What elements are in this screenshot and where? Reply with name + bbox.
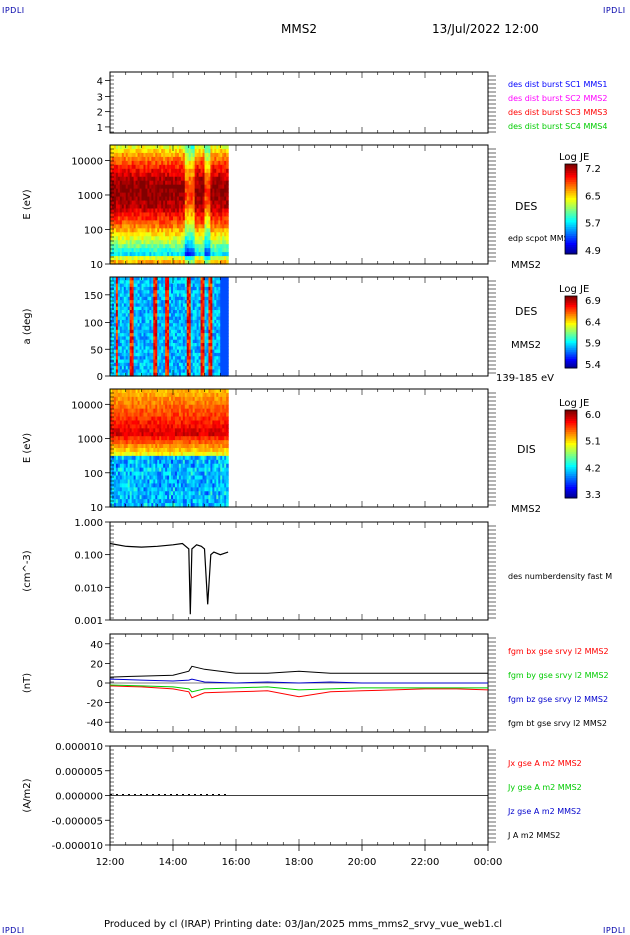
heatmap-cell xyxy=(226,224,229,229)
heatmap-cell xyxy=(226,232,229,237)
heatmap-cell xyxy=(226,244,229,249)
colorbar-tick-label: 6.4 xyxy=(585,317,601,328)
colorbar-tick-label: 5.7 xyxy=(585,219,601,230)
heatmap-cell xyxy=(226,228,229,233)
heatmap-cell xyxy=(226,149,229,154)
des-pitch-tick-label: 100 xyxy=(84,319,103,330)
burst-tick-label: 1 xyxy=(97,123,103,134)
colorbar-title: Log JE xyxy=(559,152,589,163)
heatmap-cell xyxy=(226,248,229,253)
des-energy-tick-label: 10000 xyxy=(71,156,103,167)
heatmap-cell xyxy=(226,212,229,217)
des-pitch-tick-label: 0 xyxy=(97,372,103,383)
legend-entry: des dist burst SC4 MMS4 xyxy=(508,122,607,131)
heatmap-cell xyxy=(226,181,229,186)
heatmap-cell xyxy=(226,197,229,202)
des-energy-sc-label: MMS2 xyxy=(511,260,541,271)
heatmap-cell xyxy=(226,252,229,257)
des-energy-colorbar xyxy=(565,164,577,255)
heatmap-cell xyxy=(226,177,229,182)
heatmap-cell xyxy=(226,205,229,210)
des-energy-instrument: DES xyxy=(515,200,537,213)
colorbar-tick-label: 5.9 xyxy=(585,339,601,350)
heatmap-cell xyxy=(226,201,229,206)
colorbar-tick-label: 5.4 xyxy=(585,360,601,371)
heatmap-cell xyxy=(226,216,229,221)
colorbar-tick-label: 4.9 xyxy=(585,246,601,257)
des-pitch-instrument: DES xyxy=(515,305,537,318)
colorbar-title: Log JE xyxy=(559,284,589,295)
panel-frame-0 xyxy=(110,72,488,133)
heatmap-cell xyxy=(226,185,229,190)
heatmap-cell xyxy=(226,208,229,213)
legend-entry: des dist burst SC1 MMS1 xyxy=(508,80,607,89)
des-pitch-sc-label: MMS2 xyxy=(511,340,541,351)
burst-tick-label: 2 xyxy=(97,108,103,119)
colorbar-tick-label: 6.9 xyxy=(585,296,601,307)
des-pitch-energy-range: 139-185 eV xyxy=(496,373,554,384)
des-pitch-heatmap xyxy=(110,277,229,377)
des-energy-overlay-label: edp scpot MMS2 xyxy=(508,234,574,243)
burst-tick-label: 3 xyxy=(97,92,103,103)
dis-energy-heatmap xyxy=(110,389,229,508)
des-pitch-tick-label: 150 xyxy=(84,291,103,302)
heatmap-cell xyxy=(226,173,229,178)
des-energy-tick-label: 10 xyxy=(90,260,103,271)
heatmap-cell xyxy=(226,157,229,162)
heatmap-cell xyxy=(226,193,229,198)
des-pitch-tick-label: 50 xyxy=(90,345,103,356)
colorbar-tick-label: 6.5 xyxy=(585,191,601,202)
des-energy-tick-label: 100 xyxy=(84,225,103,236)
legend-entry: des dist burst SC3 MMS3 xyxy=(508,108,607,117)
des-energy-heatmap xyxy=(110,145,229,265)
heatmap-cell xyxy=(226,189,229,194)
heatmap-cell xyxy=(226,169,229,174)
heatmap-cell xyxy=(226,240,229,245)
colorbar-tick-label: 7.2 xyxy=(585,164,601,175)
heatmap-cell xyxy=(226,161,229,166)
legend-entry: des dist burst SC2 MMS2 xyxy=(508,94,607,103)
heatmap-cell xyxy=(226,145,229,150)
heatmap-cell xyxy=(226,153,229,158)
heatmap-cell xyxy=(226,236,229,241)
burst-tick-label: 4 xyxy=(97,77,103,88)
heatmap-cell xyxy=(226,220,229,225)
des-energy-ylabel: E (eV) xyxy=(22,189,33,219)
des-pitch-colorbar xyxy=(565,296,577,369)
heatmap-cell xyxy=(226,256,229,261)
des-energy-tick-label: 1000 xyxy=(78,191,103,202)
des-pitch-ylabel: a (deg) xyxy=(22,308,33,344)
heatmap-cell xyxy=(226,165,229,170)
